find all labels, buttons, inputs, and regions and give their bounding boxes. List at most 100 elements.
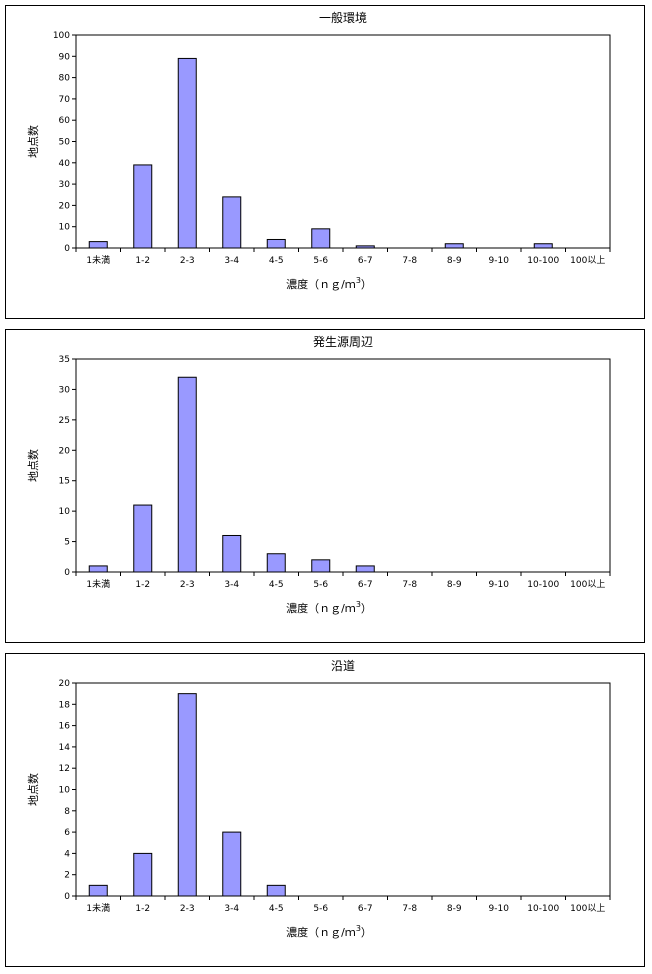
y-tick-label: 25: [59, 416, 70, 426]
x-tick-label: 2-3: [180, 580, 195, 590]
x-tick-label: 9-10: [489, 580, 510, 590]
y-tick-label: 0: [64, 892, 70, 902]
bar: [311, 228, 331, 249]
x-tick-label: 10-100: [527, 904, 559, 914]
bar: [355, 565, 375, 573]
y-tick-label: 30: [59, 385, 71, 395]
y-tick-label: 0: [64, 568, 70, 578]
x-axis-label: 濃度（ｎｇ/ｍ3）: [286, 924, 372, 939]
x-tick-label: 2-3: [180, 256, 195, 266]
x-tick-label: 1未満: [86, 578, 110, 590]
chart-panel-general-environment: 一般環境 0 10 20 30 40 50 60 70 80 90 100 1未満 1-2 2-3 3-4 4-…: [5, 5, 645, 319]
plot-area: [75, 682, 611, 897]
x-tick-label: 1-2: [135, 580, 150, 590]
x-axis-label-close: ）: [361, 602, 372, 615]
bar: [177, 376, 197, 573]
x-axis-label-superscript: 3: [356, 600, 361, 609]
x-axis-label-main: 濃度（ｎｇ/ｍ: [286, 925, 356, 939]
bar: [355, 245, 375, 249]
y-tick-label: 50: [59, 138, 71, 148]
x-tick-label: 5-6: [313, 580, 328, 590]
y-tick-label: 0: [64, 244, 70, 254]
x-tick-label: 5-6: [313, 256, 328, 266]
y-tick-label: 60: [59, 116, 71, 126]
bar: [133, 504, 153, 573]
bar: [88, 565, 108, 573]
x-tick-label: 10-100: [527, 580, 559, 590]
y-tick-label: 10: [59, 223, 71, 233]
y-tick-label: 70: [59, 95, 71, 105]
y-tick-label: 30: [59, 180, 71, 190]
x-tick-label: 6-7: [358, 580, 373, 590]
x-tick-label: 100以上: [570, 579, 605, 590]
x-tick-label: 10-100: [527, 256, 559, 266]
bar: [444, 243, 464, 249]
x-tick-label: 7-8: [402, 580, 417, 590]
y-tick-label: 16: [59, 722, 71, 732]
x-tick-label: 7-8: [402, 256, 417, 266]
x-tick-label: 2-3: [180, 904, 195, 914]
bar: [177, 57, 197, 249]
chart-panel-roadside: 沿道 0 2 4 6 8 10 12 14 16 18 20 1未満 1-2 2-3 3-4 4-5 5-6 6-7…: [5, 653, 645, 967]
chart-source-vicinity: 発生源周辺 0 5 10 15 20 25 30 35 1未満 1-2 2-3 3-4 4-5 5-6 6-7…: [27, 335, 611, 615]
x-tick-label: 100以上: [570, 903, 605, 914]
y-tick-label: 12: [59, 764, 70, 774]
chart-title: 沿道: [331, 659, 355, 673]
y-tick-label: 4: [64, 849, 70, 859]
x-tick-label: 5-6: [313, 904, 328, 914]
chart-roadside: 沿道 0 2 4 6 8 10 12 14 16 18 20 1未満 1-2 2-3 3-4 4-5 5-6 6-7…: [27, 659, 611, 939]
bar: [133, 164, 153, 249]
x-tick-label: 100以上: [570, 255, 605, 266]
y-tick-label: 2: [64, 871, 70, 881]
x-axis-label: 濃度（ｎｇ/ｍ3）: [286, 276, 372, 291]
y-tick-label: 8: [64, 807, 70, 817]
x-tick-label: 1未満: [86, 254, 110, 266]
bar: [266, 553, 286, 573]
x-axis-label-main: 濃度（ｎｇ/ｍ: [286, 601, 356, 615]
y-tick-label: 6: [64, 828, 70, 838]
bar: [133, 852, 153, 897]
bar: [88, 241, 108, 249]
x-axis-label-close: ）: [361, 278, 372, 291]
chart-panel-source-vicinity: 発生源周辺 0 5 10 15 20 25 30 35 1未満 1-2 2-3 3-4 4-5 5-6 6-7…: [5, 329, 645, 643]
y-tick-label: 20: [59, 446, 71, 456]
x-tick-label: 3-4: [224, 904, 239, 914]
bar: [533, 243, 553, 249]
y-tick-label: 10: [59, 507, 71, 517]
bar: [88, 884, 108, 897]
chart-general-environment: 一般環境 0 10 20 30 40 50 60 70 80 90 100 1未満 1-2 2-3 3-4 4-…: [27, 10, 611, 291]
y-tick-label: 5: [64, 538, 70, 548]
x-tick-label: 4-5: [269, 580, 284, 590]
x-axis-label-main: 濃度（ｎｇ/ｍ: [286, 277, 356, 291]
y-tick-label: 20: [59, 201, 71, 211]
bar: [177, 693, 197, 897]
y-tick-label: 90: [59, 52, 71, 62]
bar: [311, 559, 331, 573]
y-tick-label: 18: [59, 700, 71, 710]
bar: [222, 196, 242, 249]
bar: [222, 534, 242, 573]
x-tick-label: 7-8: [402, 904, 417, 914]
y-tick-label: 20: [59, 679, 71, 689]
x-tick-label: 3-4: [224, 256, 239, 266]
x-tick-label: 9-10: [489, 256, 510, 266]
plot-area: [75, 34, 611, 249]
x-tick-label: 8-9: [447, 904, 462, 914]
x-axis-label-superscript: 3: [356, 924, 361, 933]
x-tick-label: 8-9: [447, 580, 462, 590]
bar: [222, 831, 242, 897]
x-tick-label: 3-4: [224, 580, 239, 590]
x-tick-label: 1未満: [86, 902, 110, 914]
x-tick-label: 8-9: [447, 256, 462, 266]
bar: [266, 238, 286, 249]
y-tick-label: 40: [59, 159, 71, 169]
y-axis-label: 地点数: [27, 125, 40, 158]
y-tick-label: 15: [59, 477, 70, 487]
x-tick-label: 4-5: [269, 256, 284, 266]
y-tick-label: 35: [59, 355, 70, 365]
plot-area: [75, 358, 611, 573]
y-tick-label: 10: [59, 786, 71, 796]
x-axis-label-close: ）: [361, 926, 372, 939]
chart-title: 発生源周辺: [313, 335, 373, 349]
x-tick-label: 9-10: [489, 904, 510, 914]
